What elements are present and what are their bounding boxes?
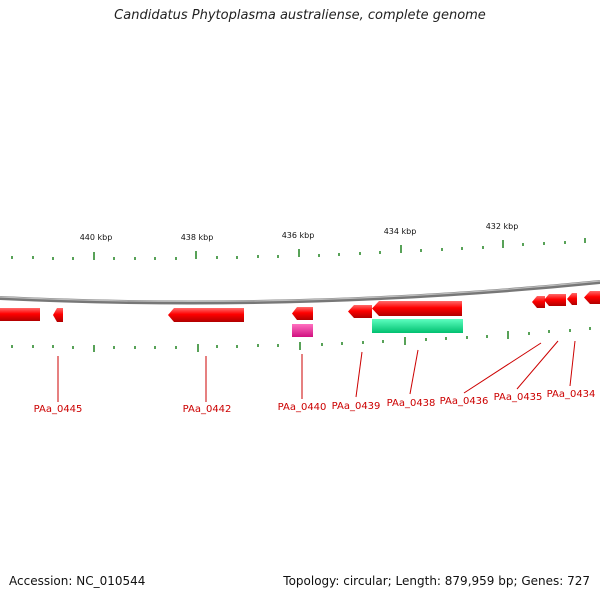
gene-label-pa0436[interactable]: PAa_0436 bbox=[440, 396, 489, 407]
gene-label-pa0438[interactable]: PAa_0438 bbox=[387, 398, 436, 409]
gene-arrow-pa0445[interactable] bbox=[53, 308, 63, 322]
map-title: Candidatus Phytoplasma australiense, com… bbox=[114, 8, 486, 23]
gene-arrow-pa0439[interactable] bbox=[348, 305, 372, 318]
label-leaders bbox=[57, 340, 576, 402]
gene-arrow[interactable] bbox=[0, 308, 40, 321]
gene-arrow-pa0435[interactable] bbox=[544, 294, 566, 306]
scale-label-432: 432 kbp bbox=[486, 222, 519, 231]
gene-arrow-pa0436[interactable] bbox=[532, 296, 545, 308]
scale-label-440: 440 kbp bbox=[80, 233, 113, 242]
gene-label-pa0440[interactable]: PAa_0440 bbox=[278, 402, 327, 413]
scale-label-434: 434 kbp bbox=[384, 227, 417, 236]
genome-backbone bbox=[0, 280, 600, 305]
feature-pink[interactable] bbox=[292, 324, 313, 337]
scale-label-436: 436 kbp bbox=[282, 231, 315, 240]
genome-backbone-highlight bbox=[0, 280, 600, 303]
lower-ticks bbox=[11, 327, 591, 352]
gene-arrow-edge[interactable] bbox=[584, 291, 600, 304]
gene-features bbox=[0, 291, 600, 337]
gene-arrow-pa0440[interactable] bbox=[292, 307, 313, 320]
gene-arrow-pa0442[interactable] bbox=[168, 308, 244, 322]
scale-label-438: 438 kbp bbox=[181, 233, 214, 242]
gene-label-pa0445[interactable]: PAa_0445 bbox=[34, 404, 83, 415]
gene-label-pa0434[interactable]: PAa_0434 bbox=[547, 389, 596, 400]
gene-label-pa0442[interactable]: PAa_0442 bbox=[183, 404, 232, 415]
gene-label-pa0439[interactable]: PAa_0439 bbox=[332, 401, 381, 412]
gene-label-pa0435[interactable]: PAa_0435 bbox=[494, 392, 543, 403]
gene-arrow-pa0434[interactable] bbox=[567, 293, 577, 305]
feature-teal[interactable] bbox=[372, 319, 463, 333]
accession-text: Accession: NC_010544 bbox=[9, 574, 146, 588]
topology-text: Topology: circular; Length: 879,959 bp; … bbox=[283, 574, 590, 588]
gene-arrow-pa0438[interactable] bbox=[372, 301, 462, 316]
upper-ticks bbox=[11, 238, 586, 260]
